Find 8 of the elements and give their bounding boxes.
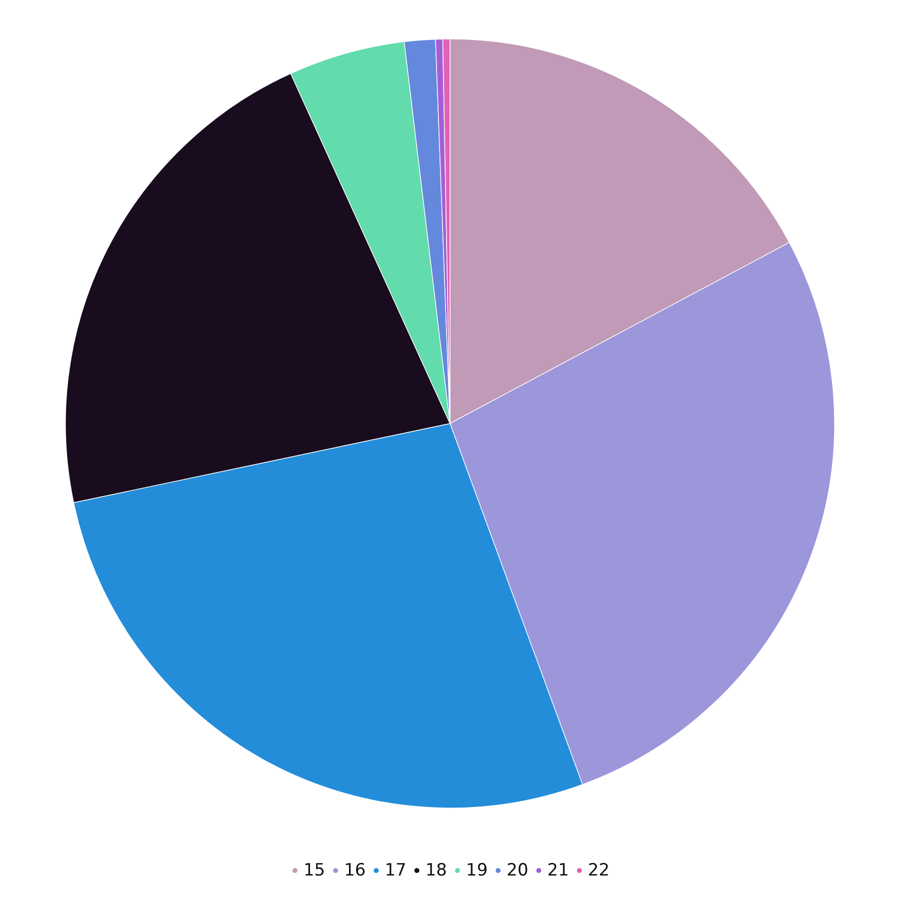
legend-label: 20 xyxy=(506,860,528,880)
legend-label: 21 xyxy=(547,860,569,880)
legend-label: 17 xyxy=(384,860,406,880)
legend-label: 22 xyxy=(588,860,610,880)
legend-label: 18 xyxy=(425,860,448,880)
legend-label: 19 xyxy=(466,860,488,880)
legend-label: 15 xyxy=(303,860,326,880)
legend-label: 16 xyxy=(344,860,366,880)
